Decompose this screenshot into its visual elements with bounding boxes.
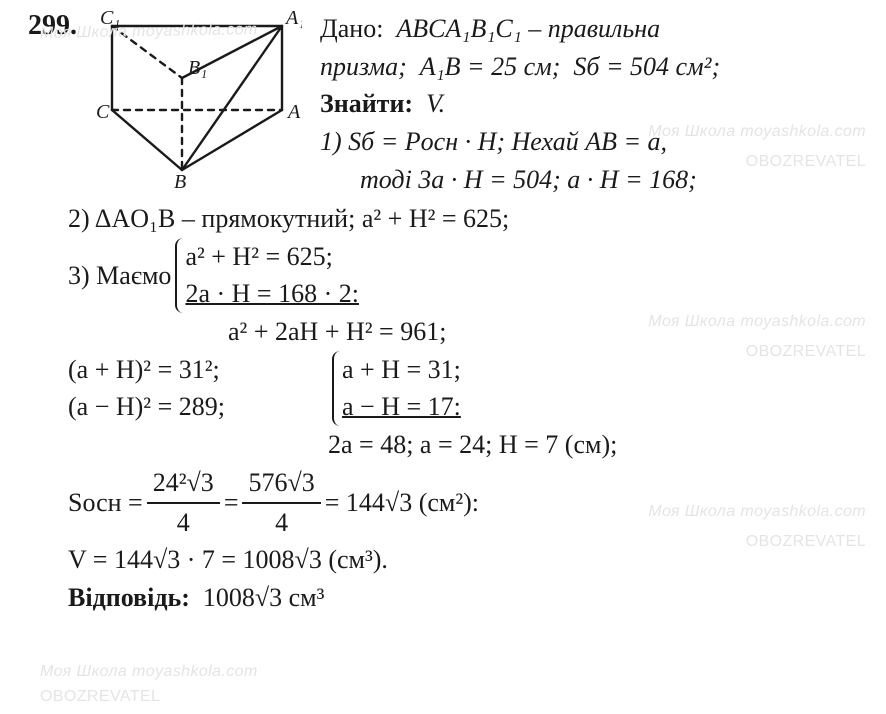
problem-number: 299. (28, 6, 77, 47)
label-C1: C₁ (100, 10, 120, 29)
prism-diagram: C₁ A₁ B₁ C A B (92, 10, 302, 190)
label-B1: B₁ (188, 57, 207, 79)
Sosn-line: Sосн = 24²√3 4 = 576√3 4 = 144√3 (см²): (68, 464, 858, 541)
watermark-obo-bl: OBOZREVATEL (40, 685, 160, 708)
label-find: Знайти: (320, 89, 413, 118)
given-Sb: Sб = 504 см²; (573, 52, 720, 81)
sys-bot: 2a · H = 168 · 2: (185, 275, 359, 313)
step-1b: тоді 3a · H = 504; a · H = 168; (360, 161, 860, 199)
sq2-left: (a − H)² = 289; (68, 388, 328, 426)
sq1-right: a + H = 31; (342, 351, 461, 389)
watermark-moya-bl: Моя Школа moyashkola.com (40, 660, 258, 683)
sq2-right: a − H = 17: (342, 388, 461, 426)
given-prism: ABCA₁B₁C₁ – правильна (396, 14, 660, 43)
label-A1: A₁ (284, 10, 302, 29)
frac1-num: 24²√3 (147, 464, 220, 502)
label-B: B (174, 171, 186, 190)
sys-top: a² + H² = 625; (185, 238, 359, 276)
sq1-left: (a + H)² = 31²; (68, 351, 328, 389)
given-block: Дано: ABCA₁B₁C₁ – правильна призма; A₁B … (320, 10, 860, 198)
frac1-den: 4 (147, 502, 220, 542)
step-1a: 1) Sб = Pосн · H; Нехай AB = a, (320, 123, 860, 161)
system-brace-2: a + H = 31; a − H = 17: (332, 351, 461, 426)
frac2-num: 576√3 (242, 464, 320, 502)
step-2: 2) ΔAO₁B – прямокутний; a² + H² = 625; (68, 200, 858, 238)
given-A1B: A₁B = 25 см; (420, 52, 561, 81)
label-C: C (96, 101, 110, 123)
step-3-sum: a² + 2aH + H² = 961; (228, 313, 858, 351)
solution-body: 2) ΔAO₁B – прямокутний; a² + H² = 625; 3… (68, 200, 858, 617)
label-A: A (286, 101, 301, 123)
frac2-den: 4 (242, 502, 320, 542)
Sosn-lhs: Sосн = (68, 484, 143, 522)
system-brace-1: a² + H² = 625; 2a · H = 168 · 2: (175, 238, 359, 313)
label-given: Дано: (320, 14, 383, 43)
given-prism2: призма; (320, 52, 407, 81)
find-value: V. (426, 89, 445, 118)
step-3-label: 3) Маємо (68, 257, 171, 295)
Sosn-rhs: = 144√3 (см²): (325, 484, 479, 522)
page: 299. C₁ A₁ B₁ (0, 0, 886, 714)
answer-label: Відповідь: (68, 583, 190, 612)
step-5: 2a = 48; a = 24; H = 7 (см); (328, 426, 858, 464)
answer-value: 1008√3 см³ (203, 583, 325, 612)
V-line: V = 144√3 · 7 = 1008√3 (см³). (68, 541, 858, 579)
